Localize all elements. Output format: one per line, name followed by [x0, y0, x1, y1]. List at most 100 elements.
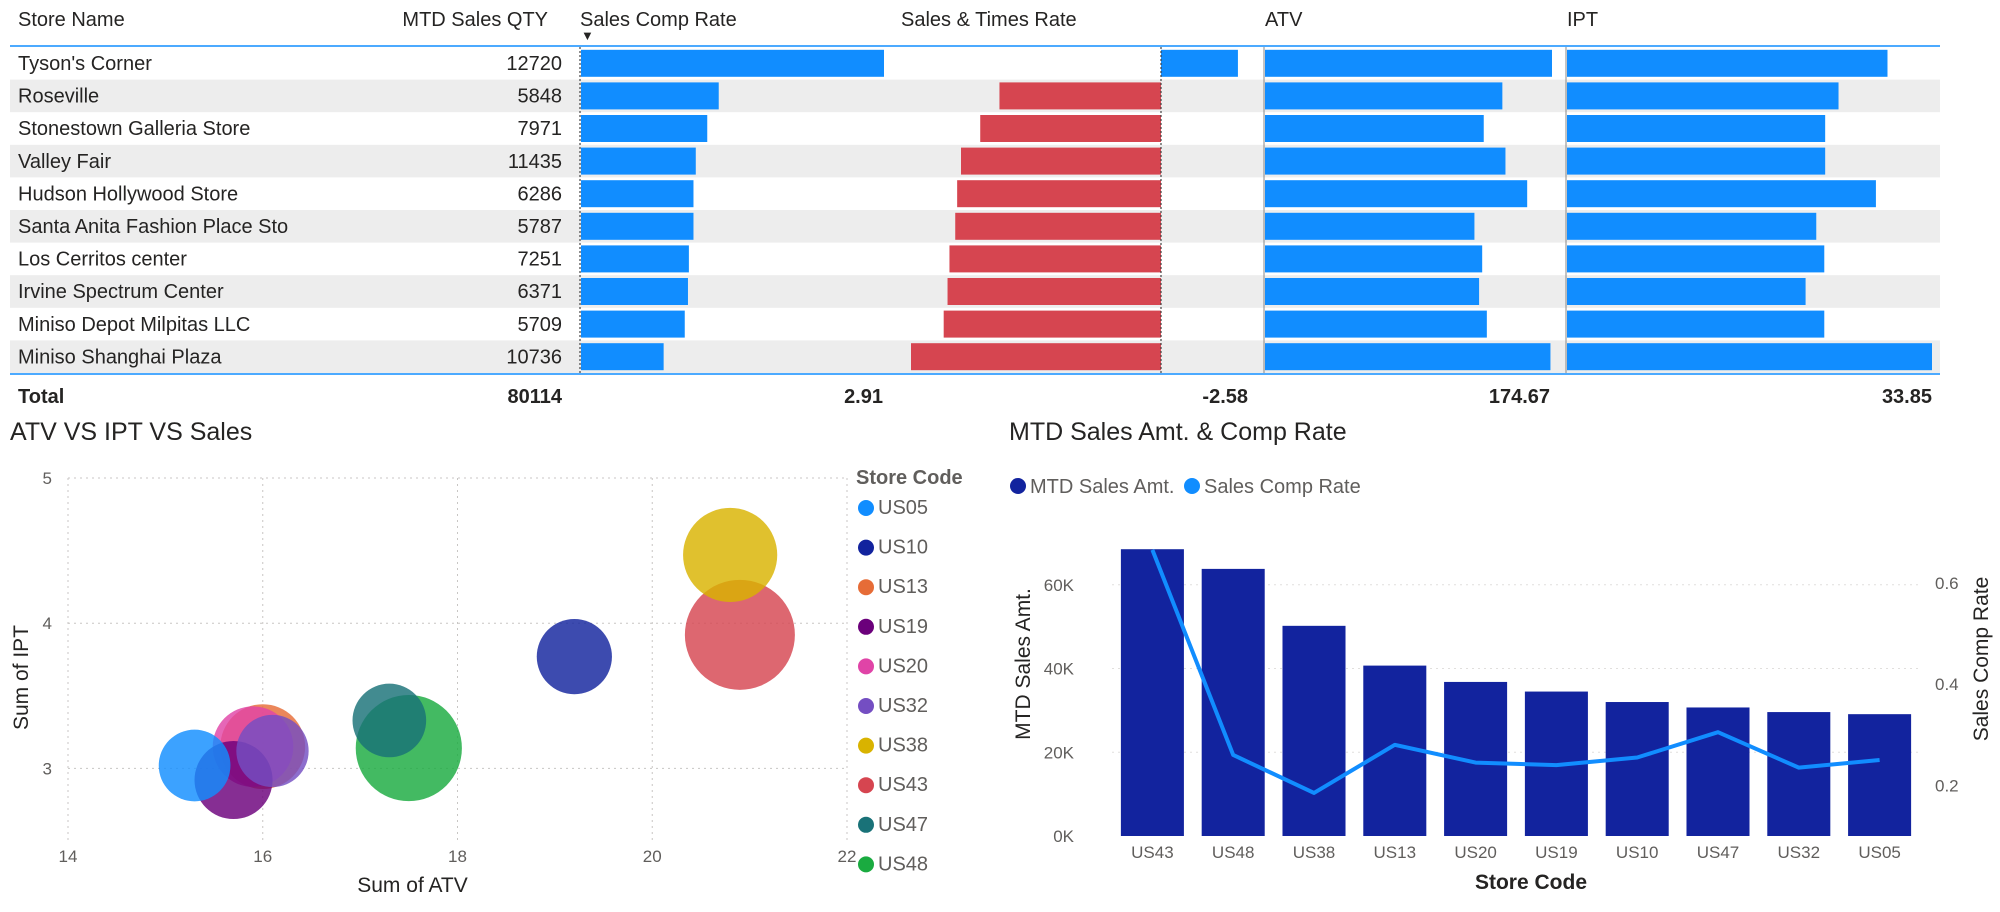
bar-atv	[1265, 49, 1552, 77]
bubble-us38	[683, 507, 778, 603]
cell-mtd-sales-qty: 5787	[518, 216, 563, 238]
legend: MTD Sales Amt. Sales Comp Rate	[1010, 476, 1361, 498]
bar-ipt	[1567, 245, 1825, 273]
bar-us47	[1686, 707, 1750, 836]
y-tick-label: 20K	[1044, 743, 1075, 762]
bar-sales-comp-rate	[581, 278, 688, 305]
bar-ipt	[1567, 343, 1932, 371]
legend-marker	[858, 618, 874, 635]
legend-item: US48	[858, 853, 928, 875]
legend-marker	[858, 698, 874, 714]
store-matrix: Store Name MTD Sales QTY Sales Comp Rate Sa…	[10, 9, 1940, 408]
bar-ipt	[1567, 310, 1825, 338]
header-sales-comp-rate: Sales Comp Rate	[580, 9, 737, 31]
legend-marker	[858, 816, 874, 833]
y-axis-title: Sum of IPT	[10, 625, 33, 730]
x-tick-label: 16	[253, 847, 272, 866]
x-tick-label: US19	[1535, 843, 1578, 862]
bar-sales-comp-rate	[581, 180, 694, 208]
x-tick-label: US05	[1858, 843, 1901, 862]
bar-atv	[1265, 278, 1480, 305]
x-axis-title: Sum of ATV	[357, 874, 468, 897]
line-sales-comp-rate	[1150, 549, 1880, 795]
bar-sales-times-rate	[961, 147, 1161, 175]
legend-marker	[858, 500, 874, 516]
y-tick-label: 0K	[1053, 827, 1074, 846]
bar-ipt	[1567, 278, 1806, 305]
x-tick-label: 22	[838, 847, 857, 866]
legend-item: US10	[858, 537, 928, 559]
bar-sales-times-rate	[947, 278, 1161, 305]
total-sales-comp-rate: 2.91	[844, 386, 883, 408]
bubble-us47	[352, 683, 427, 758]
y-tick-label: 60K	[1044, 576, 1075, 595]
legend-label: US48	[878, 853, 928, 875]
bar-atv	[1265, 115, 1484, 142]
bar-sales-times-rate	[949, 245, 1161, 273]
total-ipt: 33.85	[1882, 386, 1932, 408]
bar-ipt	[1567, 180, 1876, 208]
header-sales-times-rate: Sales & Times Rate	[901, 9, 1077, 31]
cell-mtd-sales-qty: 5709	[518, 314, 563, 336]
total-row: Total 80114 2.91 -2.58 174.67 33.85	[18, 386, 1932, 408]
bar-sales-comp-rate	[581, 310, 685, 338]
cell-store-name: Miniso Shanghai Plaza	[18, 346, 222, 368]
legend-label: US20	[878, 655, 928, 677]
y-tick-label: 5	[43, 469, 52, 488]
legend-label: MTD Sales Amt.	[1030, 476, 1174, 498]
legend-label: US10	[878, 537, 928, 559]
y2-tick-label: 0.6	[1935, 574, 1959, 593]
cell-store-name: Santa Anita Fashion Place Sto	[18, 216, 288, 238]
legend-label: US13	[878, 576, 928, 598]
table-row: Roseville 5848	[10, 79, 1940, 113]
table-row: Hudson Hollywood Store 6286	[18, 180, 1876, 208]
cell-store-name: Hudson Hollywood Store	[18, 183, 238, 205]
bar-atv	[1265, 343, 1551, 371]
x-tick-label: US47	[1697, 843, 1740, 862]
x-tick-label: 14	[59, 847, 78, 866]
y-tick-label: 4	[43, 614, 52, 633]
header-atv: ATV	[1265, 9, 1303, 31]
legend-item: US43	[858, 774, 928, 796]
bar-us10	[1605, 702, 1669, 836]
cell-store-name: Irvine Spectrum Center	[18, 281, 224, 303]
header-mtd-sales-qty: MTD Sales QTY	[402, 9, 548, 31]
table-row: Stonestown Galleria Store 7971	[18, 115, 1826, 142]
x-tick-label: US32	[1778, 843, 1821, 862]
table-row: Tyson's Corner 12720	[18, 49, 1888, 77]
legend-marker	[1010, 478, 1026, 494]
cell-store-name: Valley Fair	[18, 151, 111, 173]
table-row: Santa Anita Fashion Place Sto 5787	[10, 210, 1940, 243]
x-tick-label: 18	[448, 847, 467, 866]
bar-ipt	[1567, 115, 1826, 142]
y2-tick-label: 0.2	[1935, 776, 1959, 795]
bar-us43	[1120, 549, 1184, 836]
bubbles	[158, 507, 795, 820]
legend-item: US05	[858, 497, 928, 519]
bar-atv	[1265, 180, 1528, 208]
bar-us05	[1848, 714, 1912, 836]
sales-comp-combo-chart: MTD Sales Amt. & Comp Rate MTD Sales Amt.…	[1009, 418, 1993, 894]
bar-sales-times-rate	[943, 310, 1161, 338]
store-matrix-table: Store Name MTD Sales QTY Sales Comp Rate Sa…	[0, 0, 2000, 410]
chart-title: ATV VS IPT VS Sales	[10, 418, 252, 446]
legend-marker	[858, 579, 874, 596]
cell-mtd-sales-qty: 11435	[508, 151, 562, 173]
x-tick-label: US10	[1616, 843, 1659, 862]
bar-ipt	[1567, 212, 1817, 240]
x-tick-label: US38	[1293, 843, 1336, 862]
table-row: Miniso Shanghai Plaza 10736	[10, 340, 1940, 373]
bar-sales-times-rate	[999, 82, 1161, 110]
bubble-us10	[536, 619, 612, 695]
legend-label: Sales Comp Rate	[1204, 476, 1361, 498]
legend-item: US32	[858, 695, 928, 717]
cell-mtd-sales-qty: 5848	[518, 86, 563, 108]
bar-sales-comp-rate	[581, 343, 664, 371]
cell-mtd-sales-qty: 6371	[518, 281, 563, 303]
cell-store-name: Miniso Depot Milpitas LLC	[18, 314, 250, 336]
bar-sales-times-rate	[1161, 49, 1238, 77]
x-tick-label: US13	[1374, 843, 1417, 862]
bars	[1120, 549, 1912, 836]
legend-label: US19	[878, 616, 928, 638]
bar-atv	[1265, 82, 1503, 110]
